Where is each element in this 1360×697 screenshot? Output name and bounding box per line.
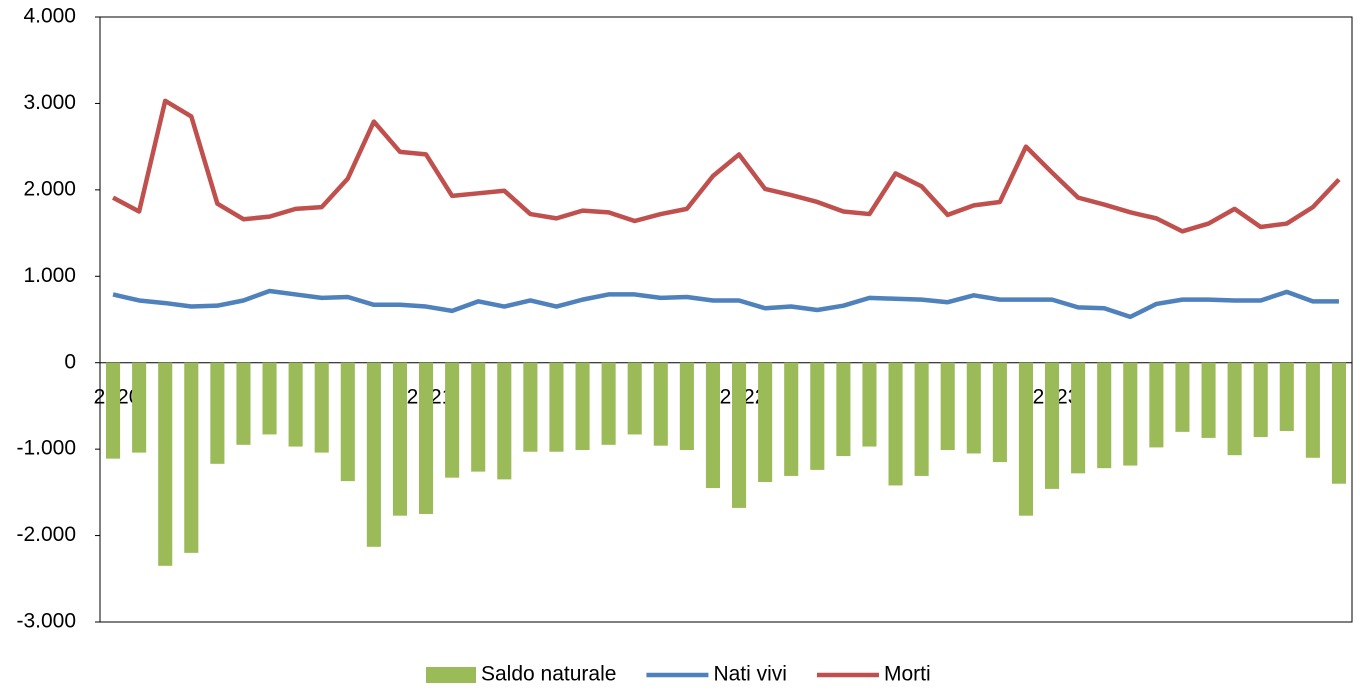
bar: [1044, 362, 1060, 489]
bar: [1279, 362, 1294, 431]
y-tick-label: -3.000: [16, 610, 76, 633]
plot-frame: [99, 16, 1353, 623]
bar: [132, 362, 147, 453]
bar: [653, 362, 668, 446]
line: [112, 288, 1339, 320]
bar: [158, 362, 173, 566]
bar: [731, 362, 747, 508]
bar: [601, 362, 616, 445]
bar: [445, 362, 460, 478]
bar: [105, 362, 121, 459]
bar: [836, 362, 851, 457]
bar: [679, 362, 694, 451]
legend-label: Saldo naturale: [481, 663, 616, 686]
bar: [210, 362, 225, 464]
bar: [627, 362, 642, 435]
bar: [575, 362, 590, 451]
y-tick-label: 2.000: [23, 177, 76, 200]
bar: [1018, 362, 1034, 516]
bar: [992, 362, 1007, 463]
bar: [262, 362, 277, 435]
y-tick-label: 4.000: [23, 5, 76, 28]
bar: [1201, 362, 1216, 438]
bar: [1253, 362, 1268, 438]
legend-swatch: [426, 667, 476, 683]
bar: [523, 362, 538, 452]
bar: [810, 362, 825, 470]
bar: [549, 362, 564, 452]
bar: [1175, 362, 1190, 432]
bar: [366, 362, 381, 547]
bar: [1149, 362, 1164, 448]
bar: [471, 362, 486, 472]
bar: [314, 362, 329, 453]
bar: [705, 362, 721, 489]
bar: [862, 362, 877, 447]
y-tick-label: 1.000: [23, 264, 76, 287]
bar: [236, 362, 251, 445]
bar: [418, 362, 434, 514]
bar: [1071, 362, 1086, 474]
bar: [1123, 362, 1138, 466]
bar: [497, 362, 512, 480]
bar: [758, 362, 773, 482]
bar: [340, 362, 355, 482]
bar: [184, 362, 199, 553]
y-tick-label: 3.000: [23, 91, 76, 114]
legend-label: Morti: [884, 663, 931, 686]
y-tick-label: -1.000: [16, 437, 76, 460]
bar: [784, 362, 799, 476]
bar: [888, 362, 903, 486]
bar: [966, 362, 981, 454]
bar: [1305, 362, 1320, 458]
legend-label: Nati vivi: [713, 663, 787, 686]
bar: [1097, 362, 1112, 469]
bar: [940, 362, 955, 451]
bar: [288, 362, 303, 447]
bar: [1227, 362, 1242, 456]
y-tick-label: 0: [64, 350, 76, 373]
bar: [1331, 362, 1347, 484]
bar: [392, 362, 408, 516]
bar: [914, 362, 929, 476]
y-tick-label: -2.000: [16, 523, 76, 546]
line: [111, 98, 1341, 234]
